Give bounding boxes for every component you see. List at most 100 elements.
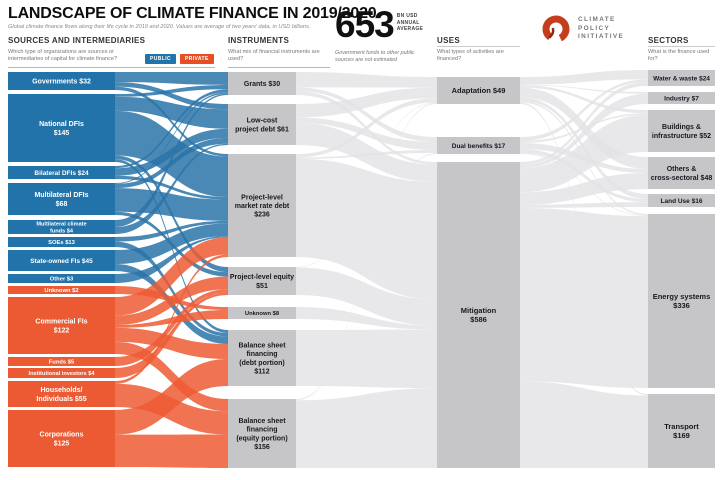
node-label-mitigation: Mitigation $586 [461, 306, 497, 324]
flow-balance-sheet-debt-mitigation [296, 329, 437, 389]
flow-mitigation-transport [520, 381, 648, 468]
column-header-uses: USES [437, 36, 460, 45]
node-soes [8, 237, 115, 247]
node-label-other-public: Other $3 [50, 277, 74, 283]
node-multilateral-dfis [8, 183, 115, 215]
node-dual-benefits [437, 137, 520, 154]
node-label-governments: Governments $32 [32, 78, 91, 85]
column-header-sources: SOURCES AND INTERMEDIARIES [8, 36, 146, 45]
flow-project-level-equity-adaptation [296, 102, 437, 268]
flow-households-market-rate-debt [115, 254, 228, 384]
flow-project-level-equity-mitigation [296, 267, 437, 326]
column-question-instruments: What mix of financial instruments are us… [228, 49, 320, 62]
column-header-sectors: SECTORS [648, 36, 689, 45]
flow-unknown-instrument-mitigation [296, 307, 437, 330]
sectors-header-rule [648, 46, 715, 47]
node-label-market-rate-debt: Project-level market rate debt $236 [235, 194, 290, 218]
flow-multilateral-dfis-grants [115, 92, 228, 184]
node-label-buildings-infrastructure: Buildings & infrastructure $52 [652, 124, 711, 140]
page-subtitle: Global climate finance flows along their… [8, 24, 311, 30]
flow-mitigation-industry [520, 93, 648, 169]
node-low-cost-project-debt [228, 104, 296, 145]
total-number: 653 [335, 4, 395, 45]
node-households [8, 381, 115, 407]
sankey-nodes [8, 70, 715, 468]
flow-low-cost-project-debt-dual-benefits [296, 117, 437, 150]
flow-low-cost-project-debt-adaptation [296, 87, 437, 118]
flow-governments-grants [115, 72, 228, 85]
flow-commercial-fis-project-level-equity [115, 276, 228, 326]
uses-header-rule [437, 46, 520, 47]
flow-balance-sheet-equity-adaptation [296, 102, 437, 400]
flow-national-dfis-grants [115, 84, 228, 97]
node-other-public [8, 274, 115, 283]
sankey-flows [115, 70, 648, 468]
column-question-uses: What types of activities are financed? [437, 49, 504, 62]
node-label-households: Households/Individuals $55 [36, 387, 86, 403]
node-corporations [8, 410, 115, 467]
node-unknown-instrument [228, 307, 296, 319]
node-label-national-dfis: National DFIs $145 [39, 121, 84, 137]
node-land-use [648, 194, 715, 207]
node-energy-systems [648, 214, 715, 388]
flow-institutional-investors-project-level-equity [115, 292, 228, 378]
flow-bilateral-dfis-grants [115, 89, 228, 169]
cpi-logo: CLIMATE POLICY INITIATIVE [540, 13, 624, 45]
flow-national-dfis-low-cost-project-debt [115, 96, 228, 129]
total-unit: BN USD ANNUAL AVERAGE [396, 13, 424, 32]
node-mitigation [437, 162, 520, 468]
flow-corporations-balance-sheet-equity [115, 434, 228, 468]
node-market-rate-debt [228, 154, 296, 257]
node-label-multilateral-climate-funds: Multilateral climate funds $4 [36, 221, 86, 234]
flow-grants-dual-benefits [296, 87, 437, 142]
node-label-unknown-source: Unknown $2 [44, 288, 78, 294]
instruments-header-rule [228, 67, 330, 68]
flow-adaptation-water-waste [520, 70, 648, 85]
node-label-balance-sheet-debt: Balance sheet financing (debt portion) $112 [238, 343, 286, 376]
flow-market-rate-debt-adaptation [296, 98, 437, 158]
node-water-waste [648, 70, 715, 86]
node-label-land-use: Land Use $16 [661, 198, 703, 205]
node-label-dual-benefits: Dual benefits $17 [452, 143, 506, 150]
node-unknown-source [8, 286, 115, 294]
flow-mitigation-land-use [520, 202, 648, 208]
flow-mitigation-buildings-infrastructure [520, 114, 648, 193]
flow-funds-project-level-equity [115, 289, 228, 366]
node-label-soes: SOEs $13 [48, 240, 76, 246]
node-label-unknown-instrument: Unknown $8 [245, 311, 280, 317]
node-label-adaptation: Adaptation $49 [452, 86, 506, 95]
node-buildings-infrastructure [648, 110, 715, 152]
node-label-corporations: Corporations $125 [40, 432, 84, 448]
node-label-industry: Industry $7 [664, 95, 699, 102]
node-balance-sheet-debt [228, 330, 296, 386]
node-label-transport: Transport $169 [664, 422, 699, 440]
node-label-others-cross-sectoral: Others & cross-sectoral $48 [651, 166, 713, 182]
flow-dual-benefits-land-use [520, 149, 648, 203]
node-label-project-level-equity: Project-level equity $51 [230, 274, 294, 290]
node-label-balance-sheet-equity: Balance sheet financing (equity portion) $1… [236, 418, 287, 451]
node-state-owned-fis [8, 250, 115, 271]
flow-low-cost-project-debt-mitigation [296, 122, 437, 182]
flow-soes-market-rate-debt [115, 220, 228, 242]
node-balance-sheet-equity [228, 399, 296, 468]
node-label-water-waste: Water & waste $24 [653, 75, 710, 82]
legend-private-badge: PRIVATE [180, 54, 214, 64]
sources-header-rule [8, 67, 215, 68]
flow-adaptation-buildings-infrastructure [520, 85, 648, 114]
node-bilateral-dfis [8, 166, 115, 179]
legend-public-badge: PUBLIC [145, 54, 177, 64]
flow-balance-sheet-equity-mitigation [296, 388, 437, 468]
flow-grants-adaptation [296, 72, 437, 88]
flow-soes-balance-sheet-debt [115, 241, 228, 337]
node-others-cross-sectoral [648, 157, 715, 189]
flow-dual-benefits-water-waste [520, 79, 648, 141]
node-grants [228, 72, 296, 95]
page-title: LANDSCAPE OF CLIMATE FINANCE IN 2019/202… [8, 5, 377, 22]
column-question-sectors: What is the finance used for? [648, 49, 710, 62]
node-national-dfis [8, 94, 115, 162]
flow-market-rate-debt-mitigation [296, 158, 437, 300]
total-note: Government funds to other public sources… [335, 50, 415, 64]
node-project-level-equity [228, 267, 296, 295]
